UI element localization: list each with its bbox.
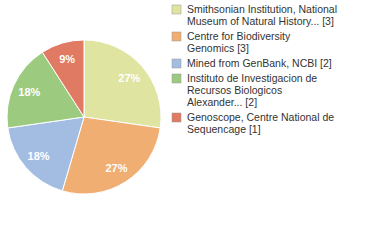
legend-swatch — [172, 59, 181, 68]
pie-slice — [42, 40, 84, 117]
slice-label: 9% — [59, 53, 75, 65]
legend-label: Genoscope, Centre National deSequencage … — [187, 111, 334, 135]
legend-label: Smithsonian Institution, NationalMuseum … — [187, 3, 337, 27]
slice-label: 18% — [28, 150, 50, 162]
legend-swatch — [172, 74, 181, 83]
chart: 27% 27% 18% 18% 9% Smithsonian Institution, N… — [0, 0, 380, 240]
legend-swatch — [172, 113, 181, 122]
legend-swatch — [172, 32, 181, 41]
legend: Smithsonian Institution, NationalMuseum … — [172, 3, 337, 135]
slice-label: 18% — [18, 86, 40, 98]
legend-label: Centre for BiodiversityGenomics [3] — [187, 30, 291, 54]
slice-label: 27% — [105, 162, 127, 174]
legend-label: Mined from GenBank, NCBI [2] — [187, 57, 332, 69]
pie-slice — [8, 117, 84, 191]
legend-label: Instituto de Investigacion deRecursos Bi… — [187, 72, 317, 108]
pie — [7, 40, 161, 194]
legend-swatch — [172, 5, 181, 14]
slice-labels: 27% 27% 18% 18% 9% — [18, 53, 140, 173]
pie-slice — [84, 40, 161, 128]
slice-label: 27% — [118, 72, 140, 84]
